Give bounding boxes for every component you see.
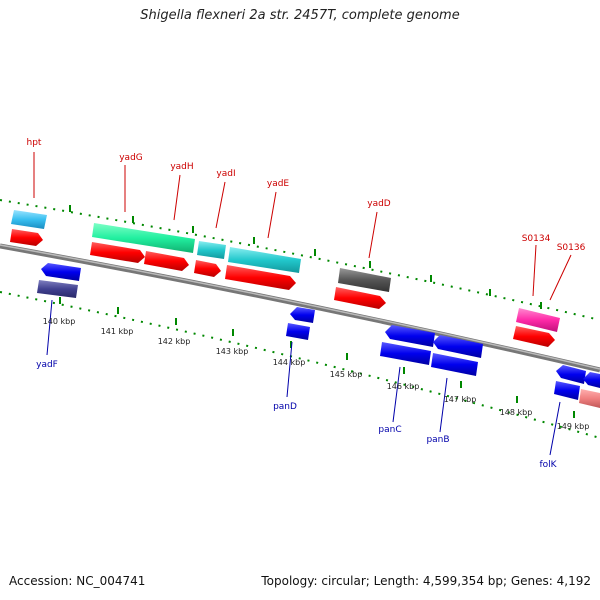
panD-gene-block[interactable]	[286, 323, 310, 340]
gene-label-yadF[interactable]: yadF	[36, 360, 58, 370]
gene-label-panB[interactable]: panB	[426, 435, 449, 445]
genome-backbone	[0, 243, 600, 373]
kbp-label: 142 kbp	[158, 337, 191, 346]
outer-major-ticks	[69, 205, 542, 309]
gene-label-yadD[interactable]: yadD	[367, 199, 391, 209]
map-title: Shigella flexneri 2a str. 2457T, complet…	[140, 8, 460, 23]
hpt-gene-block[interactable]	[11, 210, 47, 229]
cds-forward-track	[10, 229, 555, 347]
cds-forward-arrow[interactable]	[194, 260, 221, 277]
genome-summary-text: Topology: circular; Length: 4,599,354 bp…	[261, 574, 591, 588]
kbp-label: 143 kbp	[216, 347, 249, 356]
accession-text: Accession: NC_004741	[9, 574, 146, 588]
cds-forward-arrow[interactable]	[90, 242, 145, 263]
cds-reverse-arrow[interactable]	[583, 372, 600, 388]
cds-forward-arrow[interactable]	[334, 287, 386, 309]
panC-gene-block[interactable]	[380, 342, 431, 365]
yadG-gene-block[interactable]	[92, 223, 195, 253]
gene-label-yadH[interactable]: yadH	[170, 162, 193, 172]
cds-reverse-arrow[interactable]	[433, 335, 483, 358]
kbp-label: 148 kbp	[500, 408, 533, 417]
gene-label-S0136[interactable]: S0136	[557, 243, 586, 253]
folK-gene-block[interactable]	[554, 381, 580, 400]
gene-label-yadG[interactable]: yadG	[119, 153, 143, 163]
panB-gene-block[interactable]	[431, 353, 478, 376]
gene-label-hpt[interactable]: hpt	[27, 138, 42, 148]
gene-label-yadE[interactable]: yadE	[267, 179, 290, 189]
kbp-label: 146 kbp	[387, 382, 420, 391]
inner-major-ticks	[59, 297, 575, 418]
gene-block[interactable]	[579, 389, 600, 408]
gene-label-panC[interactable]: panC	[378, 425, 401, 435]
gene-label-yadI[interactable]: yadI	[216, 169, 235, 179]
cds-reverse-arrow[interactable]	[290, 307, 315, 323]
feature-track-reverse	[37, 280, 600, 408]
S0134-gene-block[interactable]	[516, 308, 560, 332]
cds-forward-arrow[interactable]	[144, 251, 189, 271]
cds-reverse-arrow[interactable]	[41, 263, 81, 281]
gene-label-S0134[interactable]: S0134	[522, 234, 551, 244]
cds-reverse-track	[41, 263, 600, 388]
kbp-label: 140 kbp	[43, 317, 76, 326]
kbp-label: 141 kbp	[101, 327, 134, 336]
gene-label-folK[interactable]: folK	[539, 460, 557, 470]
kbp-axis-labels: 140 kbp 141 kbp 142 kbp 143 kbp 144 kbp …	[43, 317, 590, 431]
cds-reverse-arrow[interactable]	[385, 325, 435, 347]
reverse-gene-labels: yadF panD panC panB folK	[36, 299, 561, 470]
cds-forward-arrow[interactable]	[513, 326, 555, 347]
cds-reverse-arrow[interactable]	[556, 365, 586, 384]
gene-label-panD[interactable]: panD	[273, 402, 297, 412]
kbp-label: 144 kbp	[273, 358, 306, 367]
cds-forward-arrow[interactable]	[10, 229, 43, 246]
yadF-gene-block[interactable]	[37, 280, 78, 298]
yadE-gene-block[interactable]	[228, 247, 301, 273]
kbp-label: 145 kbp	[330, 370, 363, 379]
feature-track-forward	[11, 210, 560, 332]
kbp-label: 149 kbp	[557, 422, 590, 431]
forward-gene-labels: hpt yadG yadH yadI yadE yadD S0134 S0136	[27, 138, 586, 301]
kbp-label: 147 kbp	[444, 395, 477, 404]
yadI-gene-block[interactable]	[197, 241, 226, 259]
yadD-gene-block[interactable]	[338, 268, 391, 292]
cds-forward-arrow[interactable]	[225, 265, 296, 290]
tick-ring-inner	[0, 291, 600, 439]
